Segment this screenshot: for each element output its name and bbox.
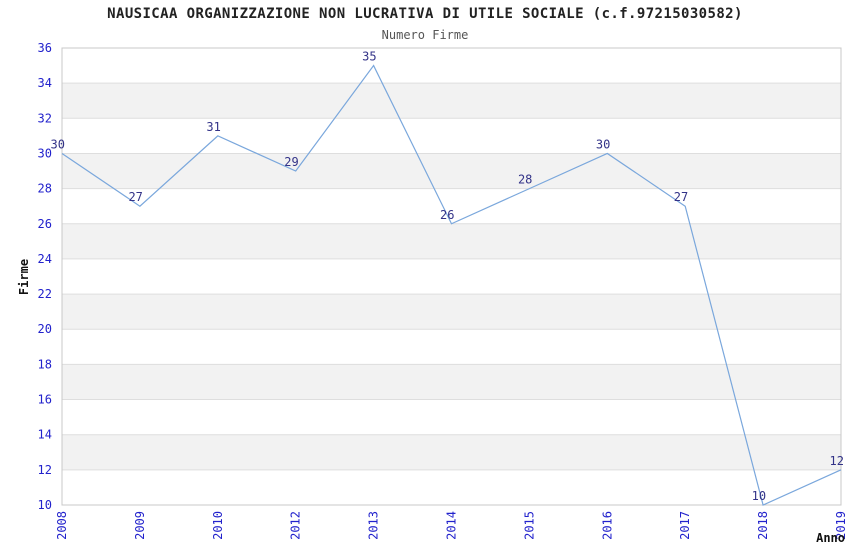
x-tick-label: 2018 [756, 511, 770, 540]
x-tick-label: 2010 [211, 511, 225, 540]
grid-band [62, 294, 841, 330]
y-tick-label: 16 [38, 393, 52, 407]
y-tick-label: 18 [38, 357, 52, 371]
point-label: 26 [440, 208, 454, 222]
x-tick-label: 2013 [367, 511, 381, 540]
y-tick-label: 24 [38, 252, 52, 266]
y-tick-label: 28 [38, 182, 52, 196]
y-tick-label: 32 [38, 111, 52, 125]
x-tick-label: 2017 [678, 511, 692, 540]
x-tick-label: 2019 [834, 511, 848, 540]
point-label: 30 [596, 137, 610, 151]
x-tick-label: 2015 [522, 511, 536, 540]
chart-title: NAUSICAA ORGANIZZAZIONE NON LUCRATIVA DI… [107, 6, 743, 22]
grid-band [62, 83, 841, 119]
y-tick-label: 26 [38, 217, 52, 231]
x-tick-label: 2014 [445, 511, 459, 540]
point-label: 28 [518, 173, 532, 187]
plot-border [61, 47, 842, 506]
y-tick-label: 14 [38, 428, 52, 442]
x-tick-label: 2016 [600, 511, 614, 540]
point-label: 29 [284, 155, 298, 169]
point-label: 35 [362, 50, 376, 64]
y-tick-label: 10 [38, 498, 52, 512]
y-tick-label: 12 [38, 463, 52, 477]
y-tick-label: 22 [38, 287, 52, 301]
data-line [61, 64, 842, 506]
point-label: 27 [674, 190, 688, 204]
grid-band [62, 223, 841, 259]
point-label: 31 [206, 120, 220, 134]
point-label: 30 [51, 137, 65, 151]
chart-subtitle: Numero Firme [381, 28, 469, 42]
x-axis-title: Anno [816, 531, 845, 545]
x-tick-label: 2008 [55, 511, 69, 540]
y-tick-label: 34 [38, 76, 52, 90]
point-label: 27 [128, 190, 142, 204]
grid-band [62, 364, 841, 400]
x-tick-label: 2009 [133, 511, 147, 540]
y-axis-title: Firme [17, 259, 31, 295]
point-label: 10 [752, 489, 766, 503]
y-tick-label: 30 [38, 146, 52, 160]
point-label: 12 [830, 454, 844, 468]
y-tick-label: 36 [38, 41, 52, 55]
grid-band [62, 434, 841, 470]
x-tick-label: 2012 [289, 511, 303, 540]
y-tick-label: 20 [38, 322, 52, 336]
